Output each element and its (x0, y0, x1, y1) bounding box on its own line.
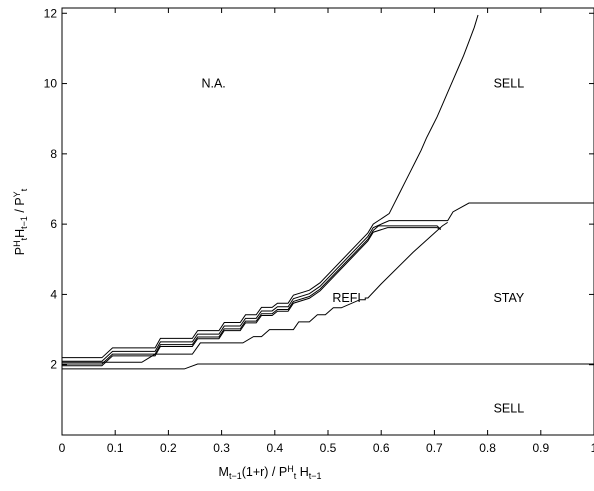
y-axis-label: PHtHt−1 / PYt (12, 188, 29, 255)
x-tick-label: 0.5 (320, 441, 337, 455)
x-axis-label: Mt−1(1+r) / PHt Ht−1 (219, 464, 322, 481)
y-tick-label: 10 (44, 77, 58, 91)
y-tick-label: 2 (50, 358, 57, 372)
x-tick-label: 0.9 (532, 441, 549, 455)
y-tick-label: 4 (50, 287, 57, 301)
x-tick-label: 0.6 (373, 441, 390, 455)
x-tick-label: 0.2 (160, 441, 177, 455)
series-lines (62, 14, 594, 370)
region-label: N.A. (201, 77, 225, 91)
x-tick-label: 0 (59, 441, 66, 455)
region-label: REFI (332, 291, 360, 305)
series-line-3 (62, 225, 442, 365)
x-tick-label: 0.7 (426, 441, 443, 455)
region-label: SELL (494, 77, 525, 91)
x-tick-label: 1 (591, 441, 594, 455)
region-labels: N.A. SELL REFI STAY SELL (201, 77, 524, 416)
axis-ticks: 00.10.20.30.40.50.60.70.80.9124681012 (44, 6, 594, 455)
region-label: SELL (494, 402, 525, 416)
x-tick-label: 0.8 (479, 441, 496, 455)
series-line-1 (62, 14, 479, 359)
series-line-5 (62, 221, 448, 363)
x-tick-label: 0.4 (266, 441, 283, 455)
y-tick-label: 12 (44, 6, 58, 20)
plot-area (61, 7, 594, 436)
region-label: STAY (493, 291, 524, 305)
x-tick-label: 0.3 (213, 441, 230, 455)
y-tick-label: 6 (50, 217, 57, 231)
y-tick-label: 8 (50, 147, 57, 161)
series-line-2 (62, 202, 594, 362)
series-line-6 (62, 363, 594, 370)
x-tick-label: 0.1 (107, 441, 124, 455)
series-line-4 (62, 227, 441, 367)
